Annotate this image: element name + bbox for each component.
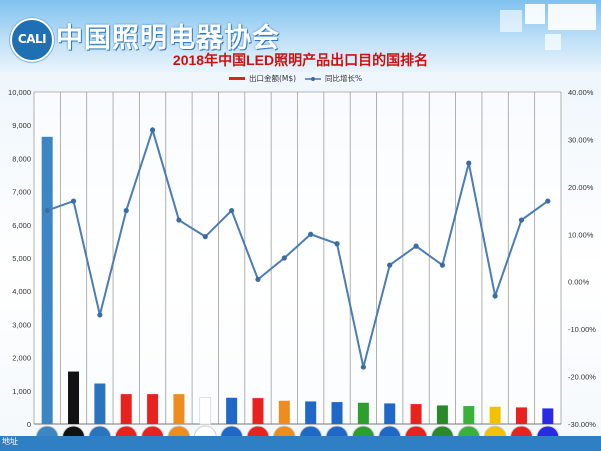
- legend-label: 出口金额(M$): [249, 73, 296, 83]
- y-right-tick-label: -10.00%: [568, 325, 596, 334]
- legend-swatch-marker: [311, 77, 315, 81]
- chart-title: 2018年中国LED照明产品出口目的国排名: [172, 52, 429, 68]
- footer-bar: 地址: [0, 436, 601, 451]
- bar: [463, 406, 475, 424]
- brand-name: 中国照明电器协会: [56, 23, 280, 54]
- growth-point: [334, 241, 340, 247]
- y-left-tick-label: 3,000: [12, 320, 31, 329]
- bar: [41, 136, 53, 424]
- y-left-tick-label: 0: [27, 420, 31, 429]
- growth-point: [387, 262, 393, 268]
- bar: [226, 397, 238, 424]
- bar: [252, 398, 264, 424]
- bar: [305, 401, 317, 424]
- growth-point: [545, 198, 551, 204]
- y-right-tick-label: -20.00%: [568, 373, 596, 382]
- growth-point: [466, 160, 472, 166]
- legend-label: 同比增长%: [325, 73, 362, 83]
- y-left-tick-label: 1,000: [12, 387, 31, 396]
- bar: [515, 407, 527, 424]
- y-right-tick-label: 10.00%: [568, 230, 594, 239]
- header-banner: CALI 中国照明电器协会: [0, 0, 601, 72]
- bar: [120, 394, 132, 424]
- growth-point: [492, 293, 498, 299]
- decoration-square: [548, 4, 596, 30]
- bar: [331, 402, 343, 424]
- y-left-tick-label: 7,000: [12, 188, 31, 197]
- footer-text: 地址: [2, 437, 18, 446]
- bar: [199, 397, 212, 425]
- growth-point: [70, 198, 77, 204]
- growth-point: [176, 217, 182, 223]
- growth-point: [123, 207, 129, 214]
- bar: [147, 394, 159, 424]
- logo-abbr: CALI: [17, 32, 47, 46]
- decoration-square: [545, 34, 561, 50]
- growth-point: [439, 262, 446, 268]
- y-right-tick-label: 0.00%: [568, 278, 590, 287]
- growth-point: [229, 207, 235, 214]
- y-left-tick-label: 8,000: [12, 154, 31, 163]
- growth-point: [149, 127, 156, 133]
- growth-point: [97, 312, 103, 318]
- bar: [357, 402, 369, 424]
- y-right-tick-label: 40.00%: [568, 88, 594, 97]
- bar: [278, 400, 290, 424]
- logo-icon: CALI: [10, 18, 54, 62]
- growth-point: [518, 217, 525, 223]
- growth-point: [255, 276, 261, 282]
- bar: [436, 405, 448, 424]
- y-right-tick-label: 20.00%: [568, 183, 594, 192]
- decoration-square: [500, 10, 522, 32]
- growth-point: [360, 364, 366, 370]
- y-left-tick-label: 2,000: [12, 354, 31, 363]
- bar: [489, 406, 501, 424]
- bar: [542, 408, 554, 424]
- y-right-tick-label: -30.00%: [568, 420, 596, 429]
- y-left-tick-label: 4,000: [12, 287, 31, 296]
- y-left-tick-label: 5,000: [12, 254, 31, 263]
- bar: [384, 403, 396, 424]
- y-left-tick-label: 10,000: [8, 88, 31, 97]
- growth-point: [202, 234, 208, 240]
- growth-point: [308, 231, 314, 237]
- y-right-tick-label: 30.00%: [568, 135, 594, 144]
- growth-point: [44, 207, 50, 214]
- bar: [410, 404, 422, 424]
- bar: [173, 394, 185, 424]
- growth-point: [281, 255, 287, 261]
- y-left-tick-label: 6,000: [12, 221, 31, 230]
- decoration-square: [525, 4, 545, 24]
- growth-line: [46, 126, 549, 368]
- bar: [94, 383, 106, 424]
- legend-swatch-bar: [229, 77, 245, 80]
- bar: [68, 371, 80, 424]
- y-left-tick-label: 9,000: [12, 121, 31, 130]
- growth-point: [413, 243, 419, 249]
